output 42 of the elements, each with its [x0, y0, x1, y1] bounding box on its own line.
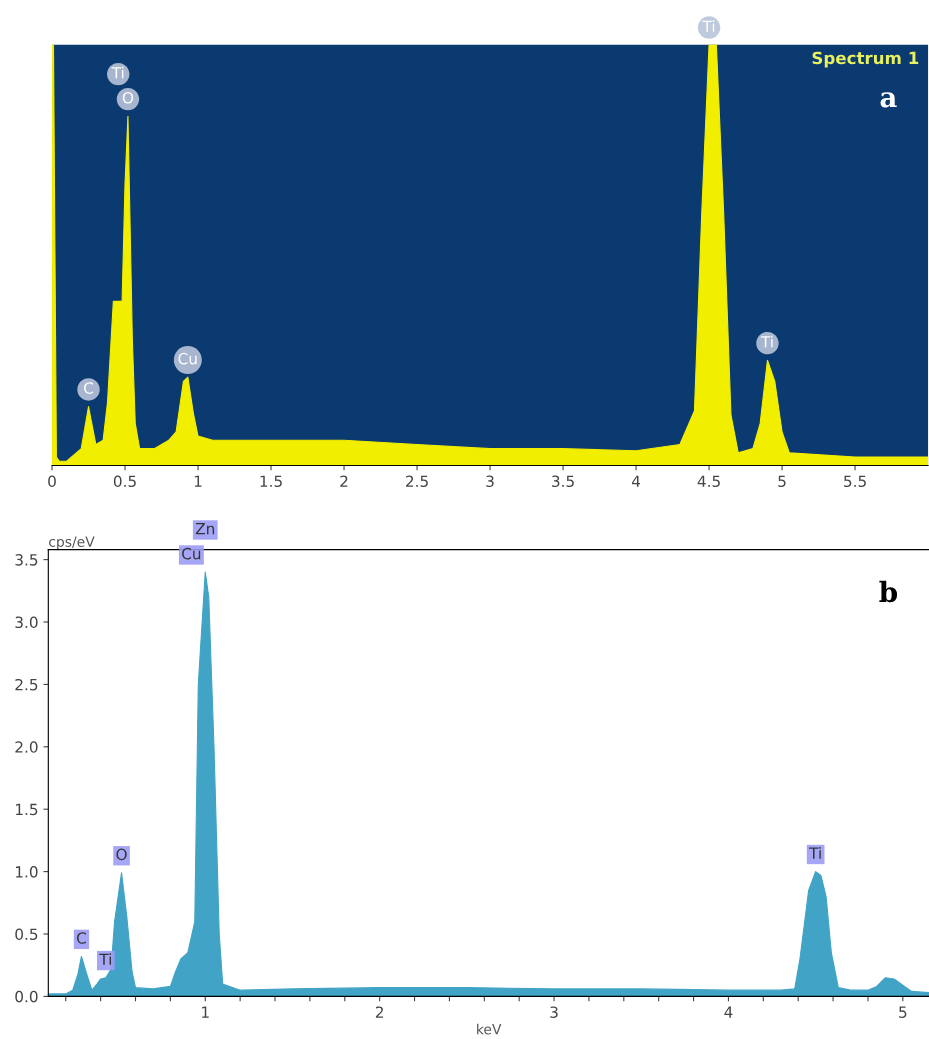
- annotation: Ti: [760, 335, 773, 348]
- x-tick-label: 4: [631, 475, 641, 487]
- annotation: Ti: [111, 66, 124, 79]
- y-tick-label: 3.5: [15, 554, 38, 566]
- x-tick-label: 5.5: [844, 475, 866, 488]
- y-tick-label: 2.0: [15, 741, 38, 753]
- x-tick-label: 1: [194, 475, 202, 487]
- annotation: Ti: [809, 847, 821, 859]
- x-tick-label: 3: [550, 1006, 558, 1018]
- x-tick-label: 1: [202, 1006, 209, 1018]
- annotation: b: [879, 580, 898, 603]
- y-tick-label: 1.0: [15, 866, 38, 878]
- x-tick-label: 0.5: [113, 475, 136, 488]
- x-tick-label: 5: [778, 475, 786, 488]
- x-tick-label: 2: [375, 1006, 383, 1018]
- x-tick-label: 1.5: [260, 475, 282, 488]
- x-tick-label: 4.5: [697, 475, 720, 488]
- annotation: Cu: [182, 547, 201, 560]
- annotation: O: [122, 91, 134, 104]
- x-tick-label: 5: [899, 1006, 907, 1018]
- x-tick-label: 4: [724, 1006, 733, 1018]
- x-tick-label: 3: [486, 475, 494, 488]
- annotation: Spectrum 1: [812, 51, 919, 68]
- annotation: Cu: [178, 352, 197, 365]
- y-tick-label: 2.5: [15, 678, 38, 691]
- x-tick-label: 2.5: [406, 475, 428, 488]
- annotation: Ti: [702, 20, 715, 32]
- x-tick-label: 0: [48, 475, 56, 488]
- annotation: Ti: [99, 953, 111, 965]
- x-tick-label: 3.5: [552, 475, 574, 488]
- x-tick-label: 2: [340, 475, 348, 487]
- y-tick-label: 0.5: [15, 928, 38, 941]
- y-tick-label: 0.0: [15, 990, 38, 1003]
- y-axis-title: cps/eV: [49, 536, 95, 550]
- annotation: C: [84, 382, 94, 394]
- y-tick-label: 3.0: [15, 616, 38, 629]
- annotation: O: [116, 848, 127, 861]
- annotation: C: [76, 932, 86, 944]
- x-axis-title: keV: [477, 1023, 502, 1035]
- y-tick-label: 1.5: [15, 803, 38, 816]
- annotation: a: [880, 92, 897, 108]
- annotation: Zn: [195, 523, 215, 535]
